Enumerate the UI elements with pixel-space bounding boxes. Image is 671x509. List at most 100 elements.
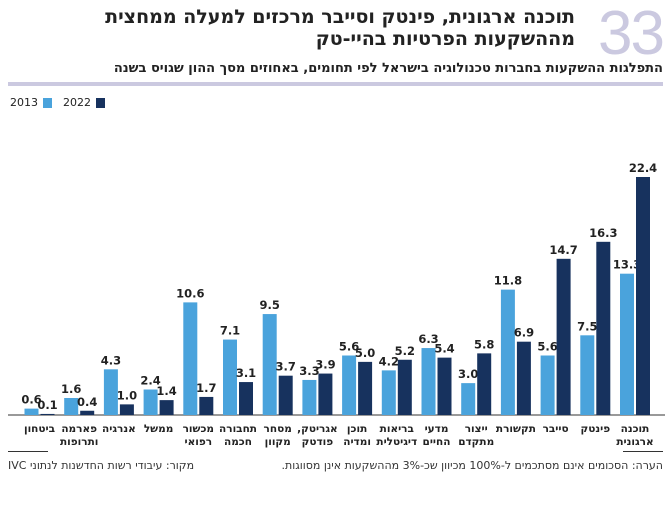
bar-2022 <box>239 382 253 415</box>
category-label: מתקדם <box>458 436 494 448</box>
bar-2013 <box>421 348 436 415</box>
bar-2022 <box>596 241 611 415</box>
category-label: פינטק <box>580 423 610 435</box>
bar-2022 <box>556 258 571 415</box>
category-label: רפואי <box>185 436 213 448</box>
category-label: דיגיטלית <box>376 436 417 448</box>
note-rule <box>623 451 663 452</box>
bar-2013 <box>580 335 595 415</box>
category-label: ומים <box>307 449 329 450</box>
data-label-2013: 5.6 <box>537 340 557 354</box>
category-label: ותרופות <box>60 436 98 448</box>
bar-2022 <box>199 396 214 415</box>
data-label-2022: 3.7 <box>276 360 296 374</box>
legend: 2013 2022 <box>10 96 105 109</box>
bar-2022 <box>159 400 174 415</box>
data-label-2013: 3.0 <box>458 367 478 381</box>
data-label-2022: 0.1 <box>37 398 57 412</box>
bar-2013 <box>143 389 158 415</box>
data-label-2013: 3.3 <box>299 364 319 378</box>
category-label: פודטק <box>302 436 334 448</box>
data-label-2022: 22.4 <box>629 161 657 175</box>
category-label: ייצור <box>465 423 488 435</box>
data-label-2013: 6.3 <box>418 332 438 346</box>
bar-2013 <box>24 408 39 415</box>
category-label: מכשור <box>183 423 214 435</box>
data-label-2013: 4.2 <box>379 354 399 368</box>
category-label: תוכנה <box>621 423 650 435</box>
category-label: אנרגיה <box>102 423 136 435</box>
data-label-2013: 7.5 <box>577 319 597 333</box>
category-label: החיים <box>423 436 451 448</box>
bar-2013 <box>64 398 79 415</box>
legend-label-2022: 2022 <box>63 96 91 109</box>
data-label-2022: 5.0 <box>355 346 375 360</box>
data-label-2013: 0.6 <box>21 393 41 407</box>
bar-2013 <box>183 302 198 415</box>
bar-2022 <box>516 341 531 415</box>
data-label-2013: 2.4 <box>140 374 160 388</box>
category-label: אגריטק, <box>297 423 338 435</box>
category-label: מסחר <box>264 423 292 435</box>
category-label: סייבר <box>543 423 569 435</box>
bar-2013 <box>262 314 277 415</box>
page-title: תוכנה ארגונית, פינטק וסייבר מרכזים למעלה… <box>105 6 575 50</box>
bar-2013 <box>223 339 237 415</box>
data-label-2013: 9.5 <box>260 298 280 312</box>
data-label-2013: 4.3 <box>101 353 121 367</box>
data-label-2022: 5.2 <box>395 344 415 358</box>
bar-2022 <box>437 357 452 415</box>
bar-2013 <box>342 355 357 415</box>
divider <box>8 82 663 86</box>
chart-number: 33 <box>598 0 665 68</box>
bar-2013 <box>620 273 634 415</box>
category-label: ממשל <box>144 423 174 435</box>
data-label-2022: 1.0 <box>117 388 137 402</box>
data-label-2022: 6.9 <box>514 326 534 340</box>
data-label-2022: 0.4 <box>77 395 97 409</box>
bar-2022 <box>397 359 412 415</box>
data-label-2013: 13.3 <box>613 258 641 272</box>
data-label-2022: 5.8 <box>474 337 494 351</box>
data-label-2022: 3.9 <box>315 358 335 372</box>
legend-swatch-2013 <box>43 97 52 108</box>
bar-2022 <box>477 353 492 415</box>
bar-2013 <box>381 370 396 415</box>
legend-swatch-2022 <box>96 97 105 108</box>
data-label-2013: 7.1 <box>220 324 240 338</box>
source-rule <box>8 451 48 452</box>
category-label: פארמה <box>61 423 97 435</box>
legend-label-2013: 2013 <box>10 96 38 109</box>
bar-2022 <box>358 361 373 415</box>
bar-2022 <box>318 373 333 415</box>
category-label: תוכן <box>347 423 367 435</box>
data-label-2022: 1.7 <box>196 381 216 395</box>
category-label: מדעי <box>425 423 449 435</box>
category-label: מקוון <box>265 436 291 448</box>
bar-2013 <box>461 383 476 415</box>
bar-2022 <box>80 410 95 415</box>
data-label-2013: 1.6 <box>61 382 81 396</box>
category-label: ומדיה <box>343 436 371 448</box>
category-label: תחבורה <box>219 423 257 435</box>
category-label: ביטחון <box>24 423 55 435</box>
data-label-2013: 11.8 <box>494 274 522 288</box>
bar-2022 <box>40 413 55 415</box>
bar-2013 <box>103 369 118 415</box>
category-label: ארגונית <box>616 436 653 448</box>
data-label-2022: 16.3 <box>589 226 617 240</box>
data-label-2013: 10.6 <box>176 286 204 300</box>
footnote: הערה: הסכומים אינם מסתכמים ל-100% מכיוון… <box>281 459 664 472</box>
bar-2022 <box>119 404 134 415</box>
bar-2022 <box>278 375 293 415</box>
data-label-2022: 1.4 <box>156 384 176 398</box>
data-label-2022: 3.1 <box>236 366 256 380</box>
data-label-2022: 14.7 <box>549 243 577 257</box>
category-label: תקשורת <box>496 423 536 435</box>
bar-2013 <box>302 379 317 415</box>
category-label: בריאות <box>380 423 414 435</box>
bar-2022 <box>636 177 650 415</box>
category-label: חכמה <box>224 436 252 448</box>
bar-2013 <box>500 289 515 415</box>
data-label-2013: 5.6 <box>339 340 359 354</box>
